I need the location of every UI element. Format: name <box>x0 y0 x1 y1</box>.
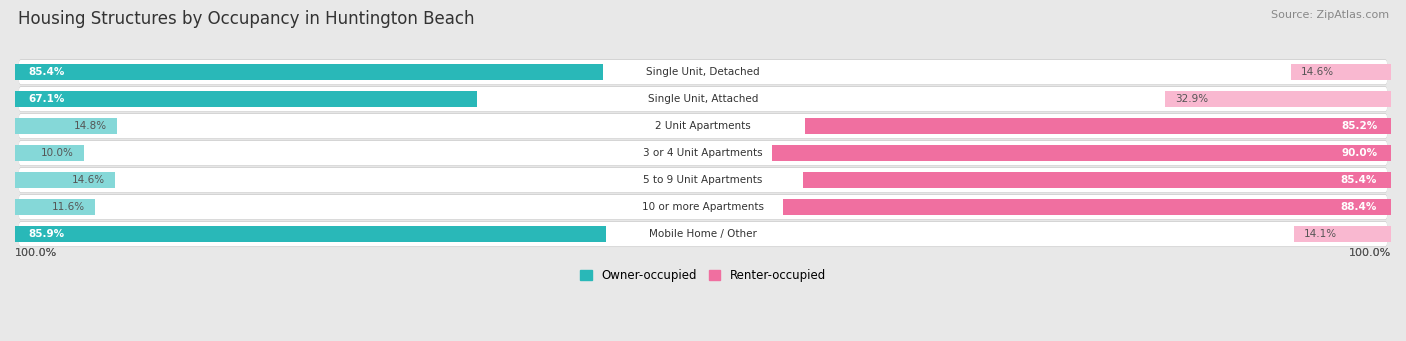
Text: 2 Unit Apartments: 2 Unit Apartments <box>655 121 751 131</box>
Bar <box>15 91 477 107</box>
Text: 14.6%: 14.6% <box>1301 67 1334 77</box>
Text: 85.4%: 85.4% <box>28 67 65 77</box>
Bar <box>803 172 1391 189</box>
Bar <box>15 64 603 80</box>
Bar <box>1291 64 1391 80</box>
Text: 67.1%: 67.1% <box>28 94 65 104</box>
Text: 85.4%: 85.4% <box>1341 175 1378 185</box>
Bar <box>15 145 84 161</box>
FancyBboxPatch shape <box>18 113 1388 139</box>
Text: 10 or more Apartments: 10 or more Apartments <box>643 202 763 212</box>
Text: 90.0%: 90.0% <box>1341 148 1378 158</box>
FancyBboxPatch shape <box>18 86 1388 112</box>
Bar <box>772 145 1391 161</box>
Bar <box>15 118 117 134</box>
Text: Single Unit, Detached: Single Unit, Detached <box>647 67 759 77</box>
Text: 100.0%: 100.0% <box>15 248 58 258</box>
FancyBboxPatch shape <box>18 140 1388 166</box>
Text: Mobile Home / Other: Mobile Home / Other <box>650 229 756 239</box>
FancyBboxPatch shape <box>18 221 1388 247</box>
Bar <box>783 199 1391 216</box>
FancyBboxPatch shape <box>18 222 1388 246</box>
Text: 5 to 9 Unit Apartments: 5 to 9 Unit Apartments <box>644 175 762 185</box>
Text: 14.1%: 14.1% <box>1305 229 1337 239</box>
Bar <box>15 172 115 189</box>
Text: 32.9%: 32.9% <box>1175 94 1208 104</box>
Text: 14.8%: 14.8% <box>73 121 107 131</box>
Text: 100.0%: 100.0% <box>15 248 58 258</box>
FancyBboxPatch shape <box>18 87 1388 111</box>
Text: 14.6%: 14.6% <box>72 175 105 185</box>
FancyBboxPatch shape <box>18 167 1388 193</box>
Bar <box>1294 226 1391 242</box>
Text: 85.9%: 85.9% <box>28 229 65 239</box>
FancyBboxPatch shape <box>18 114 1388 138</box>
FancyBboxPatch shape <box>18 195 1388 219</box>
Bar <box>15 226 606 242</box>
Text: Housing Structures by Occupancy in Huntington Beach: Housing Structures by Occupancy in Hunti… <box>18 10 475 28</box>
Text: 3 or 4 Unit Apartments: 3 or 4 Unit Apartments <box>643 148 763 158</box>
Bar <box>15 199 94 216</box>
Text: 85.2%: 85.2% <box>1341 121 1378 131</box>
Bar <box>1164 91 1391 107</box>
Text: 100.0%: 100.0% <box>1348 248 1391 258</box>
Text: Single Unit, Attached: Single Unit, Attached <box>648 94 758 104</box>
FancyBboxPatch shape <box>18 194 1388 220</box>
FancyBboxPatch shape <box>18 168 1388 192</box>
FancyBboxPatch shape <box>18 59 1388 85</box>
Text: 10.0%: 10.0% <box>41 148 73 158</box>
Text: 100.0%: 100.0% <box>1348 248 1391 258</box>
Text: 11.6%: 11.6% <box>52 202 84 212</box>
Bar <box>804 118 1391 134</box>
FancyBboxPatch shape <box>18 60 1388 84</box>
Legend: Owner-occupied, Renter-occupied: Owner-occupied, Renter-occupied <box>575 265 831 287</box>
Text: 88.4%: 88.4% <box>1341 202 1378 212</box>
FancyBboxPatch shape <box>18 141 1388 165</box>
Text: Source: ZipAtlas.com: Source: ZipAtlas.com <box>1271 10 1389 20</box>
